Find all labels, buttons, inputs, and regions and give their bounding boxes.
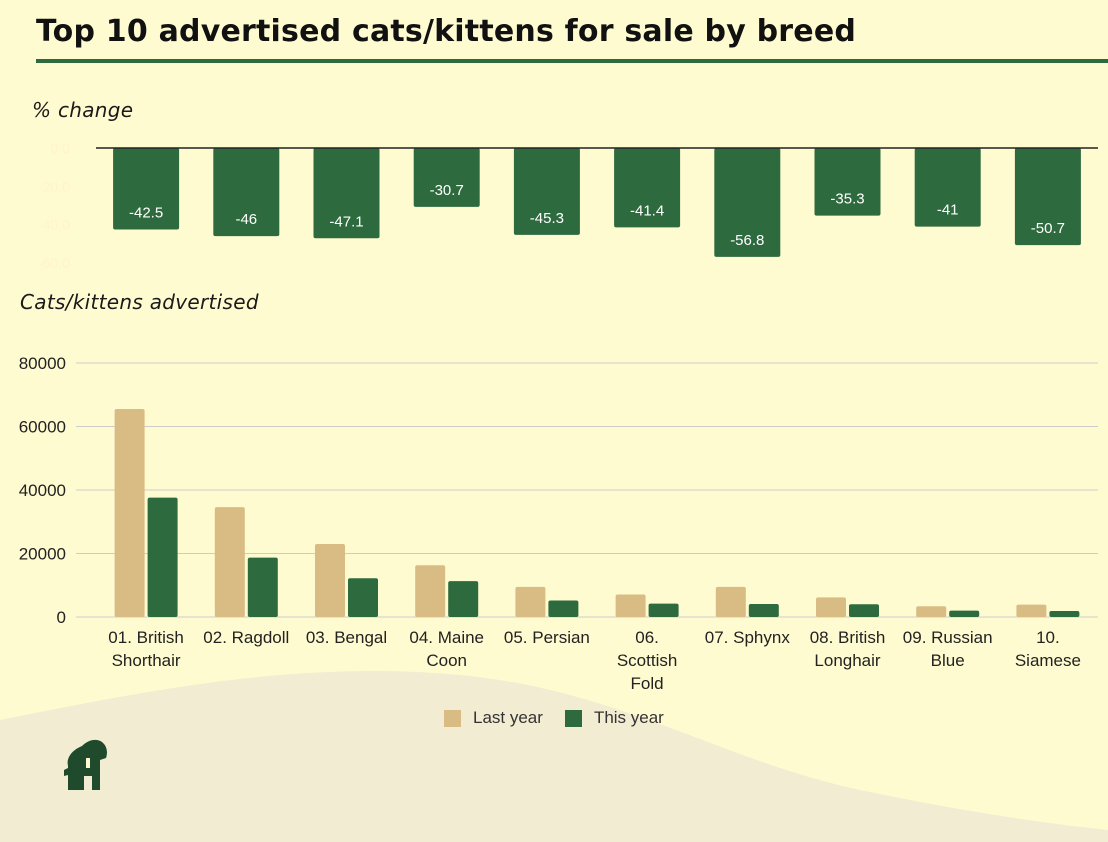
bar-last-year — [615, 594, 646, 617]
advertised-label: Cats/kittens advertised — [20, 290, 259, 314]
bar-this-year — [247, 557, 278, 617]
pct-bar — [413, 148, 480, 207]
x-tick-label-line: 04. Maine — [409, 628, 484, 647]
x-tick-label-line: Coon — [426, 651, 467, 670]
pct-bar — [714, 148, 781, 257]
pct-tick-label: -60.0 — [38, 255, 70, 271]
x-tick-label-line: 06. — [635, 628, 659, 647]
x-tick-label-line: 07. Sphynx — [705, 628, 791, 647]
x-tick-label-line: 03. Bengal — [306, 628, 387, 647]
legend-swatch-last-year — [444, 709, 461, 727]
pct-bar-label: -45.3 — [530, 210, 564, 227]
bar-last-year — [114, 409, 145, 617]
legend-item-last-year: Last year — [444, 708, 543, 728]
x-tick-label: 07. Sphynx — [705, 628, 791, 647]
pct-bar-label: -30.7 — [430, 182, 464, 199]
bar-last-year — [916, 606, 947, 617]
x-tick-label: 02. Ragdoll — [203, 628, 289, 647]
x-tick-label-line: 09. Russian — [903, 628, 993, 647]
pct-bar-label: -46 — [235, 211, 257, 228]
title-underline — [36, 59, 1108, 63]
x-tick-label: 03. Bengal — [306, 628, 387, 647]
bar-last-year — [515, 586, 546, 617]
x-tick-label: 10. Siamese — [1015, 628, 1081, 670]
advertised-chart: 0 20000 40000 60000 80000 01. British Shorthai… — [19, 354, 1098, 693]
bar-this-year — [748, 603, 779, 617]
pct-bar — [814, 148, 881, 216]
bar-last-year — [715, 586, 746, 617]
percent-change-label: % change — [32, 98, 134, 122]
bar-last-year — [214, 507, 245, 617]
pct-tick-label: 0.0 — [51, 140, 71, 156]
pct-bar-label: -35.3 — [830, 191, 864, 208]
elephant-house-icon — [64, 739, 107, 790]
bar-this-year — [448, 581, 479, 617]
x-tick-label-line: 05. Persian — [504, 628, 590, 647]
x-tick-label-line: Fold — [631, 674, 664, 693]
y-tick-label: 0 — [57, 608, 66, 627]
pct-bar-label: -42.5 — [129, 204, 163, 221]
pct-bar — [914, 148, 981, 227]
x-tick-label: 05. Persian — [504, 628, 590, 647]
pct-bar — [614, 148, 681, 228]
x-tick-label-line: Blue — [931, 651, 965, 670]
bar-this-year — [1049, 610, 1080, 617]
pct-bar-label: -50.7 — [1031, 220, 1065, 237]
x-tick-label: 09. Russian Blue — [903, 628, 993, 670]
pct-tick-label: -40.0 — [38, 217, 70, 233]
bar-last-year — [315, 543, 345, 617]
bar-this-year — [949, 610, 980, 617]
pct-bar — [1014, 148, 1081, 246]
legend-item-this-year: This year — [564, 708, 664, 728]
percent-change-chart: 0.0 -20.0 -40.0 -60.0 -42.5 -46 -47.1 -30.7 -45.… — [38, 140, 1098, 271]
x-tick-label: 08. British Longhair — [810, 628, 886, 670]
x-tick-label-line: 08. British — [810, 628, 886, 647]
x-tick-label: 04. Maine Coon — [409, 628, 484, 670]
y-tick-label: 60000 — [19, 418, 66, 437]
x-tick-label: 01. British Shorthair — [108, 628, 184, 670]
pct-bar — [313, 148, 380, 239]
bar-this-year — [147, 497, 178, 617]
bar-last-year — [816, 597, 846, 617]
pct-bar — [213, 148, 280, 237]
bar-this-year — [648, 603, 679, 617]
legend: Last year This year — [444, 708, 664, 728]
x-tick-label-line: Scottish — [617, 651, 677, 670]
x-tick-label-line: 10. — [1036, 628, 1060, 647]
legend-label-last-year: Last year — [473, 708, 543, 727]
pct-tick-label: -20.0 — [38, 178, 70, 194]
y-tick-label: 80000 — [19, 354, 66, 373]
x-tick-label-line: Siamese — [1015, 651, 1081, 670]
x-tick-label-line: 02. Ragdoll — [203, 628, 289, 647]
bar-last-year — [415, 565, 446, 617]
x-tick-label-line: Shorthair — [112, 651, 181, 670]
bar-this-year — [348, 578, 378, 617]
x-tick-label: 06. Scottish Fold — [617, 628, 677, 693]
legend-swatch-this-year — [564, 709, 582, 727]
pct-bar — [113, 148, 180, 230]
bar-this-year — [849, 604, 879, 617]
legend-label-this-year: This year — [593, 708, 664, 727]
bar-this-year — [548, 600, 579, 617]
pct-bar-label: -47.1 — [329, 213, 363, 230]
y-tick-label: 20000 — [19, 545, 66, 564]
x-tick-label-line: 01. British — [108, 628, 184, 647]
pct-bar-label: -56.8 — [730, 232, 764, 249]
pct-bar-label: -41.4 — [630, 202, 664, 219]
page-title: Top 10 advertised cats/kittens for sale … — [36, 14, 857, 49]
x-tick-label-line: Longhair — [814, 651, 881, 670]
pct-bar-label: -41 — [937, 202, 959, 219]
y-tick-label: 40000 — [19, 481, 66, 500]
bar-last-year — [1016, 604, 1047, 617]
pct-bar — [513, 148, 580, 235]
